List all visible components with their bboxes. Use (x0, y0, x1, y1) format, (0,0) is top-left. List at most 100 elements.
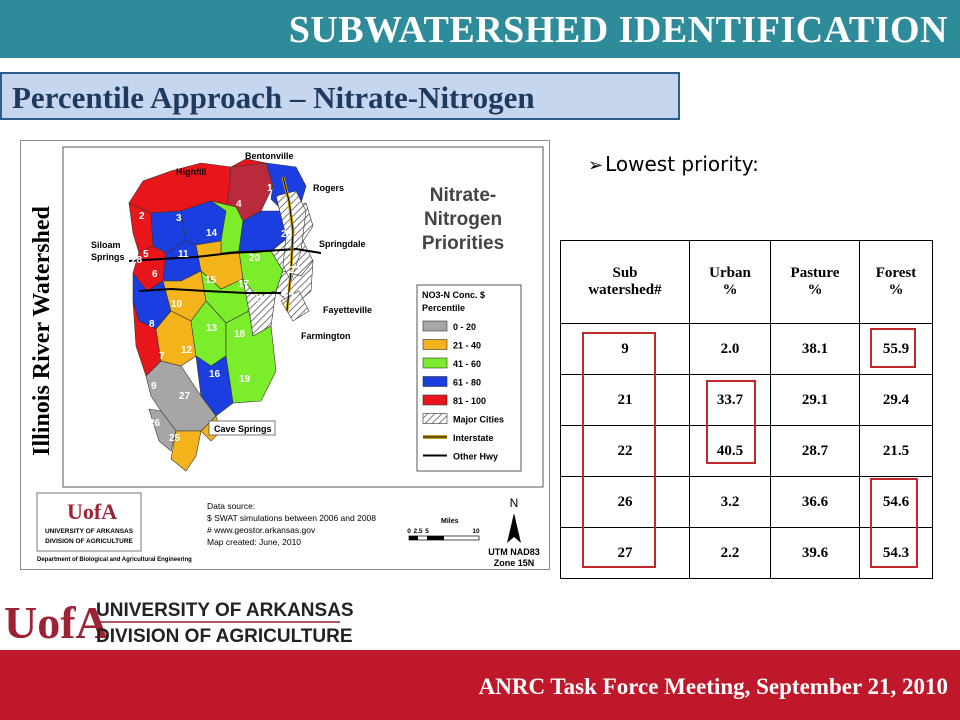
footer-logo-mark: UofA (4, 597, 109, 648)
legend-label: 81 - 100 (453, 396, 486, 406)
cell-urban: 3.2 (689, 476, 771, 528)
legend-swatch (422, 339, 448, 350)
city-labels: Bentonville Highfill Rogers Siloam Sprin… (91, 151, 372, 341)
map-university-logo: UofA UNIVERSITY OF ARKANSAS DIVISION OF … (36, 492, 192, 563)
legend-label: Other Hwy (453, 452, 498, 462)
scale-tick-0: 0 (407, 528, 411, 535)
scale-tick-5: 5 (425, 528, 429, 535)
data-source-notes: Data source: $ SWAT simulations between … (207, 501, 376, 547)
footer-bar: ANRC Task Force Meeting, September 21, 2… (0, 650, 960, 720)
cell-forest: 21.5 (859, 425, 933, 477)
label-23: 23 (281, 229, 293, 240)
label-5: 5 (143, 249, 149, 260)
legend-header-1: NO3-N Conc. $ (422, 290, 485, 300)
header-pasture: Pasture% (770, 240, 860, 324)
label-2: 2 (139, 211, 145, 222)
footer-logo-line1: UNIVERSITY OF ARKANSAS (96, 600, 354, 621)
label-21: 21 (253, 293, 265, 304)
legend-title-line-1: Nitrate- (430, 185, 497, 206)
data-source-line-1: Data source: (207, 501, 255, 511)
cell-subwatershed: 21 (560, 374, 690, 426)
label-13: 13 (206, 323, 218, 334)
cell-pasture: 29.1 (770, 374, 860, 426)
cell-subwatershed: 27 (560, 527, 690, 579)
university-logo: UofA UNIVERSITY OF ARKANSAS DIVISION OF … (0, 592, 360, 650)
map-scale-bar: Miles 0 2.5 5 10 (407, 518, 480, 541)
legend-label: Interstate (453, 433, 494, 443)
label-18: 18 (234, 329, 246, 340)
legend-label: 61 - 80 (453, 378, 481, 388)
cell-forest: 29.4 (859, 374, 933, 426)
city-label-siloam: Siloam (91, 240, 121, 250)
legend-swatch (422, 376, 448, 387)
small-logo-department: Department of Biological and Agricultura… (37, 557, 192, 563)
scale-title: Miles (441, 518, 459, 525)
header-forest: Forest% (859, 240, 933, 324)
table-row: 27 2.2 39.6 54.3 (560, 527, 933, 579)
cell-pasture: 36.6 (770, 476, 860, 528)
legend-swatch (422, 320, 448, 332)
highway-line (128, 247, 322, 262)
label-9: 9 (151, 381, 157, 392)
springdale-city-area (275, 190, 307, 282)
subtitle-box: Percentile Approach – Nitrate-Nitrogen (0, 72, 680, 120)
label-16: 16 (209, 369, 221, 380)
legend-swatch (422, 394, 448, 406)
city-label-springs: Springs (91, 252, 125, 262)
table-row: 22 40.5 28.7 21.5 (560, 425, 933, 477)
legend-title-line-3: Priorities (422, 233, 504, 254)
cave-springs-label-box (208, 420, 276, 436)
label-1: 1 (267, 183, 273, 194)
lowest-priority-bullet: ➢ Lowest priority: (588, 152, 759, 176)
city-label-fayetteville: Fayetteville (323, 305, 372, 315)
header-urban: Urban% (689, 240, 771, 324)
title-bar: SUBWATERSHED IDENTIFICATION (0, 0, 960, 58)
projection-line-1: UTM NAD83 (488, 547, 540, 557)
label-14: 14 (206, 228, 218, 239)
label-17: 17 (238, 279, 250, 290)
table-header-row: Sub watershed# Urban% Pasture% Forest% (560, 240, 933, 324)
meeting-caption: ANRC Task Force Meeting, September 21, 2… (478, 674, 948, 699)
city-label-springdale: Springdale (319, 239, 366, 249)
map-legend: NO3-N Conc. $ Percentile 0 - 20 21 - 40 41… (416, 284, 522, 472)
label-24: 24 (283, 288, 295, 299)
label-11: 11 (178, 249, 189, 260)
legend-label: 41 - 60 (453, 359, 481, 369)
legend-label: 0 - 20 (453, 322, 476, 332)
highlight-forest-bottom (870, 478, 918, 568)
small-logo-line2: DIVISION OF AGRICULTURE (45, 538, 133, 545)
cell-urban: 2.0 (689, 323, 771, 375)
projection-line-2: Zone 15N (494, 558, 535, 568)
city-label-highfill: Highfill (176, 167, 207, 177)
label-15: 15 (205, 275, 217, 286)
city-label-bentonville: Bentonville (245, 151, 294, 161)
label-28: 28 (131, 255, 143, 266)
highlight-forest-top (870, 328, 916, 368)
label-19: 19 (239, 374, 251, 385)
legend-swatch (422, 357, 448, 369)
legend-header-2: Percentile (422, 303, 465, 313)
legend-title-line-2: Nitrogen (424, 209, 502, 230)
cell-urban: 33.7 (689, 374, 771, 426)
small-logo-line1: UNIVERSITY OF ARKANSAS (45, 528, 134, 535)
footer-logo-line2: DIVISION OF AGRICULTURE (96, 626, 353, 647)
arrow-bullet-icon: ➢ (588, 155, 604, 176)
map-side-title: Illinois River Watershed (29, 205, 55, 455)
lowest-priority-label: Lowest priority: (605, 152, 759, 176)
cell-urban: 2.2 (689, 527, 771, 579)
data-source-line-2: $ SWAT simulations between 2006 and 2008 (207, 513, 376, 523)
city-label-cave-springs: Cave Springs (214, 424, 272, 434)
scale-tick-10: 10 (472, 528, 480, 535)
legend-label: 21 - 40 (453, 341, 481, 351)
label-27: 27 (179, 391, 191, 402)
highlight-urban-cells (706, 380, 756, 464)
slide-title: SUBWATERSHED IDENTIFICATION (288, 9, 948, 51)
label-7: 7 (159, 351, 165, 362)
cell-pasture: 28.7 (770, 425, 860, 477)
watershed-map: Illinois River Watershed (20, 140, 550, 570)
cell-pasture: 38.1 (770, 323, 860, 375)
label-12: 12 (181, 345, 193, 356)
legend-label: Major Cities (453, 415, 504, 425)
label-6: 6 (152, 269, 158, 280)
